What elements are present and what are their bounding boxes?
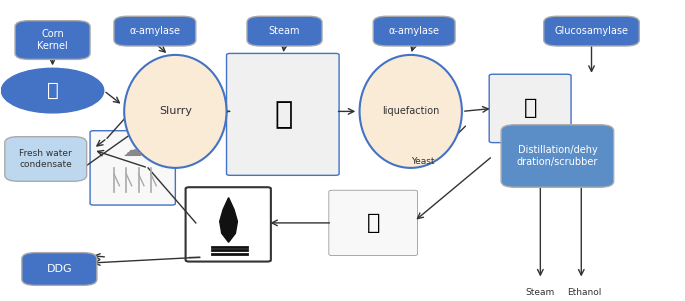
FancyBboxPatch shape xyxy=(90,131,175,205)
Text: Steam: Steam xyxy=(525,288,555,297)
Circle shape xyxy=(1,68,103,113)
Text: liquefaction: liquefaction xyxy=(382,106,439,116)
Text: 🏭: 🏭 xyxy=(47,81,58,100)
Text: Ethanol: Ethanol xyxy=(567,288,602,297)
FancyBboxPatch shape xyxy=(22,253,97,285)
Text: ☁: ☁ xyxy=(123,141,142,160)
Text: 🧪: 🧪 xyxy=(366,213,380,233)
FancyBboxPatch shape xyxy=(247,16,322,46)
Text: α-amylase: α-amylase xyxy=(388,26,440,36)
FancyBboxPatch shape xyxy=(489,74,571,143)
FancyBboxPatch shape xyxy=(227,53,339,175)
Ellipse shape xyxy=(360,55,462,168)
Text: 🏭: 🏭 xyxy=(523,98,537,118)
FancyBboxPatch shape xyxy=(15,21,90,59)
FancyBboxPatch shape xyxy=(544,16,639,46)
Text: Glucosamylase: Glucosamylase xyxy=(555,26,629,36)
FancyBboxPatch shape xyxy=(373,16,455,46)
Text: DDG: DDG xyxy=(47,264,72,274)
FancyBboxPatch shape xyxy=(329,190,418,256)
Text: Slurry: Slurry xyxy=(159,106,192,116)
FancyBboxPatch shape xyxy=(501,125,614,187)
Text: Yeast: Yeast xyxy=(411,157,434,166)
Ellipse shape xyxy=(124,55,227,168)
FancyBboxPatch shape xyxy=(114,16,196,46)
Text: Corn
Kernel: Corn Kernel xyxy=(37,29,68,51)
Text: Steam: Steam xyxy=(269,26,300,36)
Text: 🫕: 🫕 xyxy=(274,100,292,129)
Text: Fresh water
condensate: Fresh water condensate xyxy=(19,149,72,169)
FancyBboxPatch shape xyxy=(186,187,271,262)
FancyBboxPatch shape xyxy=(5,137,87,181)
Text: α-amylase: α-amylase xyxy=(129,26,180,36)
Polygon shape xyxy=(220,198,238,242)
Text: Distillation/dehy
dration/scrubber: Distillation/dehy dration/scrubber xyxy=(516,145,598,167)
